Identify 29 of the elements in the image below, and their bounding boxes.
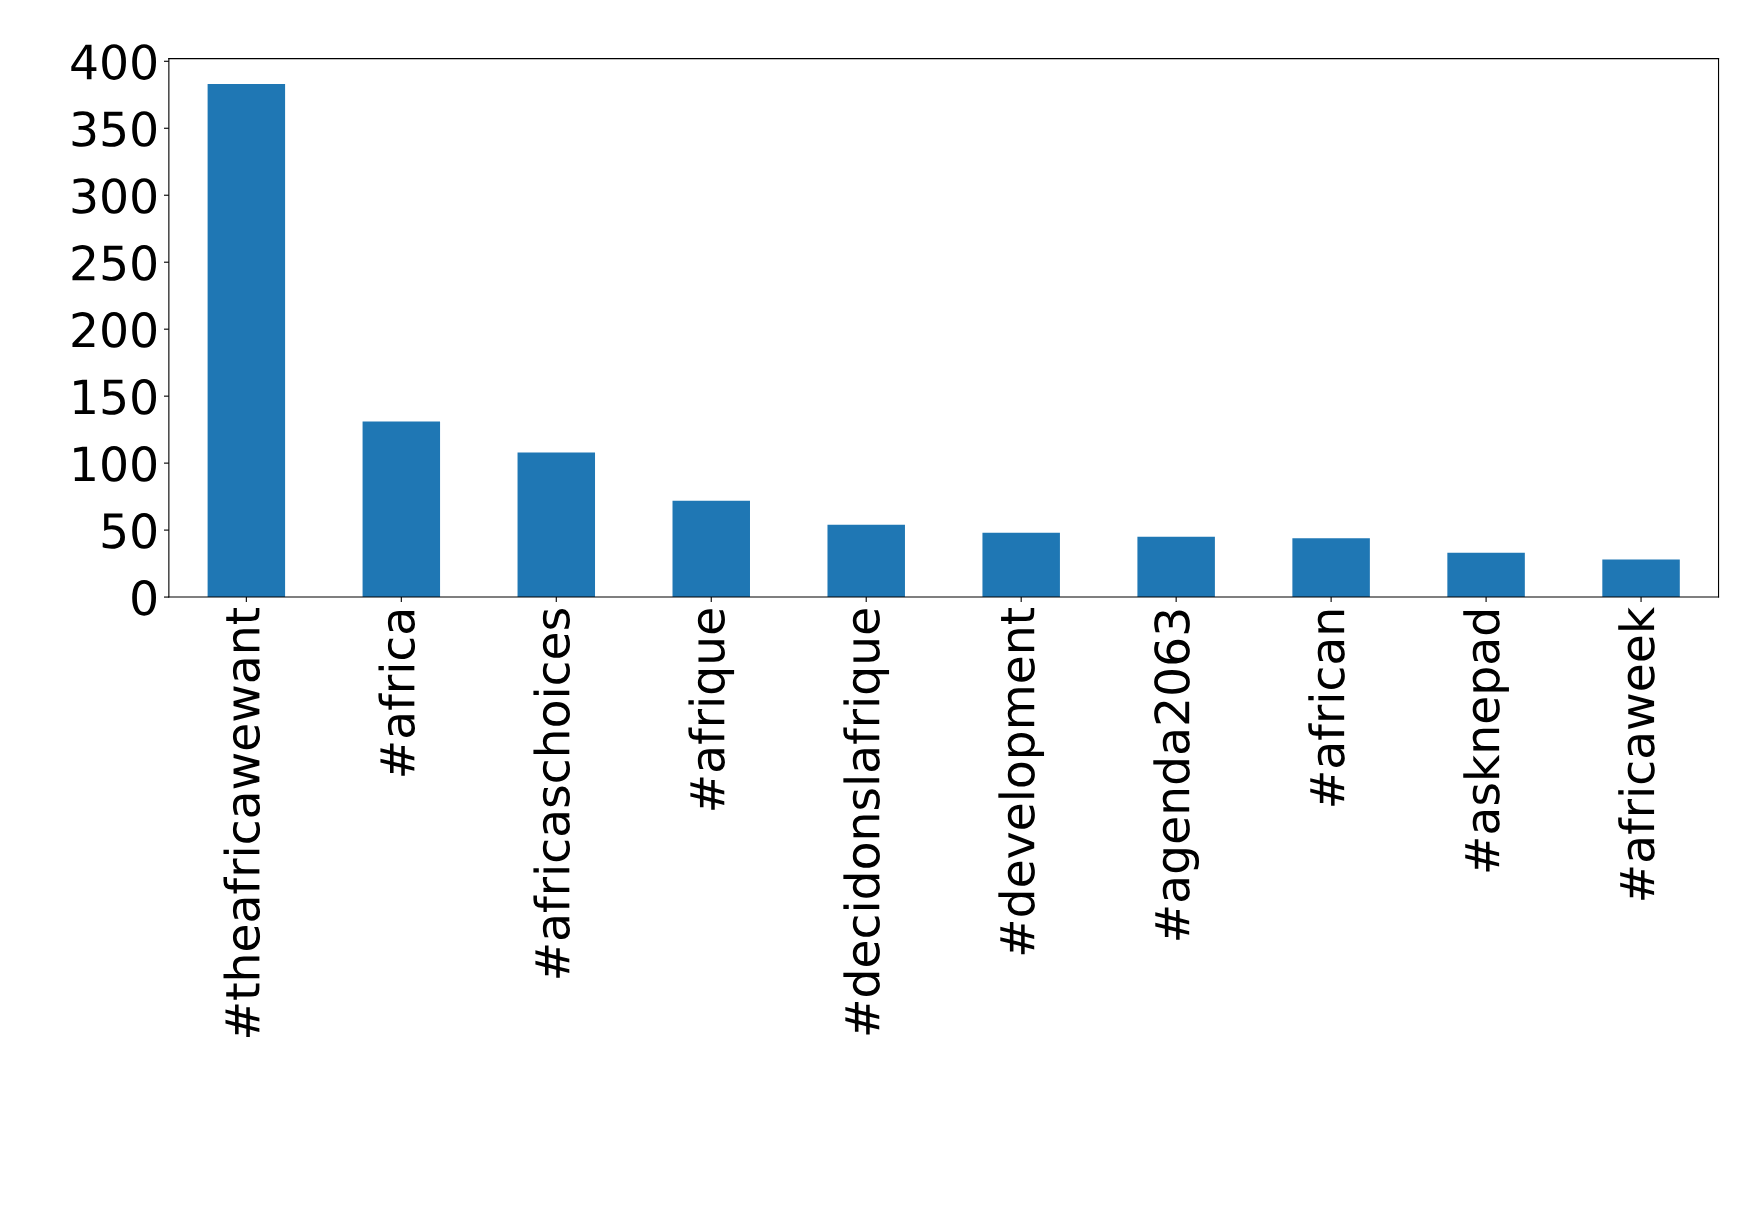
bar [827, 524, 905, 598]
x-tick-label: #decidonslafrique [843, 609, 890, 1035]
x-tick-label: #africaweek [1618, 606, 1655, 900]
x-tick-label: #afrique [688, 609, 735, 810]
x-tick-label: #theafricawewant [223, 607, 261, 1037]
bar [207, 84, 286, 598]
bar [672, 500, 750, 598]
bar [362, 421, 441, 598]
bar [1602, 559, 1680, 598]
y-tick-label: 50 [102, 512, 157, 549]
y-tick-label: 400 [71, 44, 156, 80]
x-tick-label: #development [998, 607, 1045, 955]
y-tick-label: 100 [74, 446, 156, 482]
bar [1447, 552, 1525, 598]
bar [1292, 538, 1370, 598]
x-tick-label: #asknepad [1463, 611, 1509, 872]
bar [1137, 536, 1215, 598]
x-tick-label: #africaschoices [533, 609, 570, 978]
y-tick-label: 0 [132, 579, 157, 616]
y-tick-label: 350 [72, 111, 156, 147]
x-tick-label: #africa [378, 611, 416, 776]
bar [982, 532, 1060, 598]
y-tick-label: 300 [72, 178, 156, 214]
x-tick-label: #agenda2063 [1153, 610, 1200, 940]
y-tick-label: 200 [72, 312, 156, 348]
x-tick-label: #african [1308, 610, 1345, 806]
bar [517, 452, 596, 598]
y-tick-label: 250 [72, 245, 156, 281]
y-tick-label: 150 [74, 379, 156, 415]
